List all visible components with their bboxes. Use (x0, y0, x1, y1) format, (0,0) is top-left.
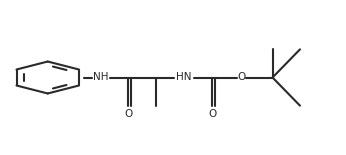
Text: O: O (124, 109, 133, 119)
Text: O: O (208, 109, 217, 119)
Text: NH: NH (93, 73, 109, 82)
Text: O: O (237, 73, 246, 82)
Text: HN: HN (175, 73, 191, 82)
